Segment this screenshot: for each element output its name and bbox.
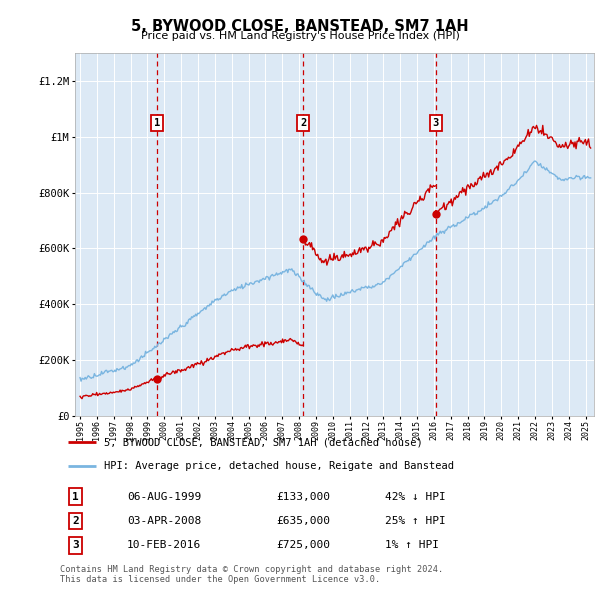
Text: 5, BYWOOD CLOSE, BANSTEAD, SM7 1AH (detached house): 5, BYWOOD CLOSE, BANSTEAD, SM7 1AH (deta… (104, 437, 422, 447)
Text: £133,000: £133,000 (277, 492, 331, 502)
Text: 2: 2 (300, 118, 307, 128)
Text: 3: 3 (72, 540, 79, 550)
Text: 1: 1 (154, 118, 160, 128)
Text: 3: 3 (433, 118, 439, 128)
Text: 5, BYWOOD CLOSE, BANSTEAD, SM7 1AH: 5, BYWOOD CLOSE, BANSTEAD, SM7 1AH (131, 19, 469, 34)
Text: £725,000: £725,000 (277, 540, 331, 550)
Text: 1% ↑ HPI: 1% ↑ HPI (385, 540, 439, 550)
Text: Contains HM Land Registry data © Crown copyright and database right 2024.: Contains HM Land Registry data © Crown c… (60, 565, 443, 574)
Text: 1: 1 (72, 492, 79, 502)
Text: 2: 2 (72, 516, 79, 526)
Text: 25% ↑ HPI: 25% ↑ HPI (385, 516, 446, 526)
Text: HPI: Average price, detached house, Reigate and Banstead: HPI: Average price, detached house, Reig… (104, 461, 454, 471)
Text: This data is licensed under the Open Government Licence v3.0.: This data is licensed under the Open Gov… (60, 575, 380, 584)
Text: 10-FEB-2016: 10-FEB-2016 (127, 540, 202, 550)
Text: Price paid vs. HM Land Registry's House Price Index (HPI): Price paid vs. HM Land Registry's House … (140, 31, 460, 41)
Text: 42% ↓ HPI: 42% ↓ HPI (385, 492, 446, 502)
Text: 06-AUG-1999: 06-AUG-1999 (127, 492, 202, 502)
Text: £635,000: £635,000 (277, 516, 331, 526)
Text: 03-APR-2008: 03-APR-2008 (127, 516, 202, 526)
